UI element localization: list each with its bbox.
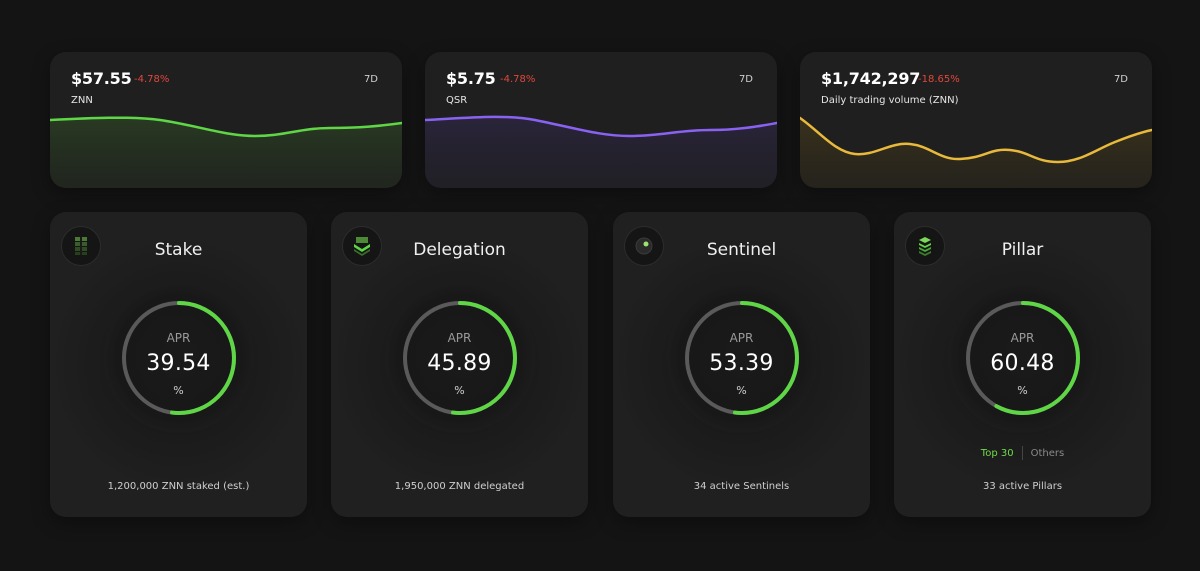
delegation-title: Delegation bbox=[413, 240, 506, 260]
stake-stack-icon bbox=[61, 226, 101, 266]
top-30-tab[interactable]: Top 30 bbox=[980, 447, 1014, 459]
znn-price-change: -4.78% bbox=[134, 74, 170, 85]
others-tab[interactable]: Others bbox=[1030, 447, 1065, 459]
volume-change: -18.65% bbox=[918, 74, 960, 85]
qsr-period-selector[interactable]: 7D bbox=[738, 74, 753, 85]
znn-label: ZNN bbox=[71, 95, 93, 106]
sentinel-apr-value: 53.39 bbox=[709, 351, 774, 376]
pillar-apr-unit: % bbox=[1017, 384, 1028, 397]
sentinel-footer: 34 active Sentinels bbox=[693, 481, 790, 492]
sentinel-apr-unit: % bbox=[736, 384, 747, 397]
pillar-apr-ring bbox=[947, 283, 1098, 433]
delegation-apr-label: APR bbox=[447, 331, 472, 345]
stake-card[interactable]: Stake APR 39.54 % 1,200,000 ZNN staked (… bbox=[50, 212, 307, 517]
delegation-apr-value: 45.89 bbox=[427, 351, 492, 376]
stake-footer: 1,200,000 ZNN staked (est.) bbox=[107, 481, 250, 492]
qsr-price: $5.75 bbox=[446, 69, 496, 88]
pillar-stack-icon bbox=[905, 226, 945, 266]
stake-apr-value: 39.54 bbox=[146, 351, 211, 376]
pillar-apr-label: APR bbox=[1010, 331, 1035, 345]
toggle-divider bbox=[1021, 446, 1023, 460]
stake-apr-label: APR bbox=[166, 331, 191, 345]
sentinel-apr-label: APR bbox=[729, 331, 754, 345]
volume-label: Daily trading volume (ZNN) bbox=[821, 95, 959, 106]
qsr-sparkline bbox=[425, 115, 777, 188]
pillar-filter-toggle: Top 30 Others bbox=[894, 446, 1151, 460]
delegation-footer: 1,950,000 ZNN delegated bbox=[394, 481, 525, 492]
qsr-label: QSR bbox=[446, 95, 468, 106]
sentinel-card[interactable]: Sentinel APR 53.39 % 34 active Sentinels bbox=[613, 212, 870, 517]
delegation-card[interactable]: Delegation APR 45.89 % 1,950,000 ZNN del… bbox=[331, 212, 588, 517]
sentinel-apr-ring bbox=[666, 283, 817, 433]
stake-apr-unit: % bbox=[173, 384, 184, 397]
delegation-layers-icon bbox=[342, 226, 382, 266]
stake-title: Stake bbox=[154, 240, 203, 260]
stake-apr-ring bbox=[103, 283, 254, 433]
sentinel-title: Sentinel bbox=[706, 240, 777, 260]
znn-sparkline bbox=[50, 116, 402, 188]
pillar-title: Pillar bbox=[1001, 240, 1044, 260]
qsr-price-change: -4.78% bbox=[500, 74, 536, 85]
volume-value: $1,742,297 bbox=[821, 69, 921, 88]
delegation-apr-ring bbox=[384, 283, 535, 433]
delegation-apr-unit: % bbox=[454, 384, 465, 397]
qsr-price-card[interactable]: $5.75 -4.78% 7D QSR bbox=[425, 52, 777, 188]
znn-period-selector[interactable]: 7D bbox=[363, 74, 378, 85]
pillar-apr-value: 60.48 bbox=[990, 351, 1055, 376]
volume-period-selector[interactable]: 7D bbox=[1113, 74, 1128, 85]
volume-sparkline bbox=[800, 116, 1152, 188]
sentinel-dot-icon bbox=[624, 226, 664, 266]
pillar-card[interactable]: Pillar APR 60.48 % Top 30 Others 33 acti… bbox=[894, 212, 1151, 517]
volume-card[interactable]: $1,742,297 -18.65% 7D Daily trading volu… bbox=[800, 52, 1152, 188]
znn-price-card[interactable]: $57.55 -4.78% 7D ZNN bbox=[50, 52, 402, 188]
pillar-footer: 33 active Pillars bbox=[982, 481, 1063, 492]
znn-price: $57.55 bbox=[71, 69, 132, 88]
